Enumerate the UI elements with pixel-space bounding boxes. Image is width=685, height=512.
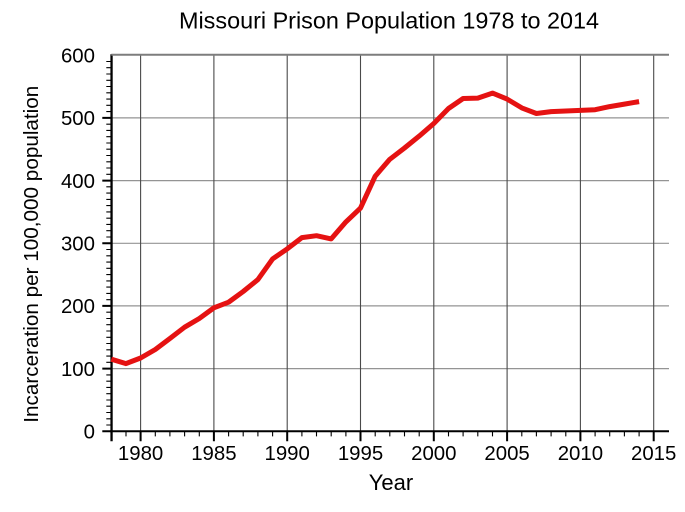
svg-text:Incarceration per 100,000 popu: Incarceration per 100,000 population	[20, 86, 43, 423]
svg-text:1980: 1980	[118, 443, 163, 465]
svg-text:400: 400	[61, 171, 95, 193]
svg-text:0: 0	[84, 422, 95, 444]
svg-text:2000: 2000	[411, 443, 456, 465]
svg-text:300: 300	[61, 234, 95, 256]
svg-text:100: 100	[61, 359, 95, 381]
svg-text:1995: 1995	[338, 443, 383, 465]
svg-text:2005: 2005	[484, 443, 529, 465]
svg-text:Missouri Prison Population 197: Missouri Prison Population 1978 to 2014	[179, 8, 599, 34]
svg-text:500: 500	[61, 108, 95, 130]
svg-text:1985: 1985	[191, 443, 236, 465]
svg-text:1990: 1990	[265, 443, 310, 465]
svg-text:Year: Year	[369, 470, 413, 495]
svg-text:2015: 2015	[631, 443, 676, 465]
svg-text:200: 200	[61, 296, 95, 318]
svg-text:600: 600	[61, 45, 95, 67]
svg-text:2010: 2010	[558, 443, 603, 465]
